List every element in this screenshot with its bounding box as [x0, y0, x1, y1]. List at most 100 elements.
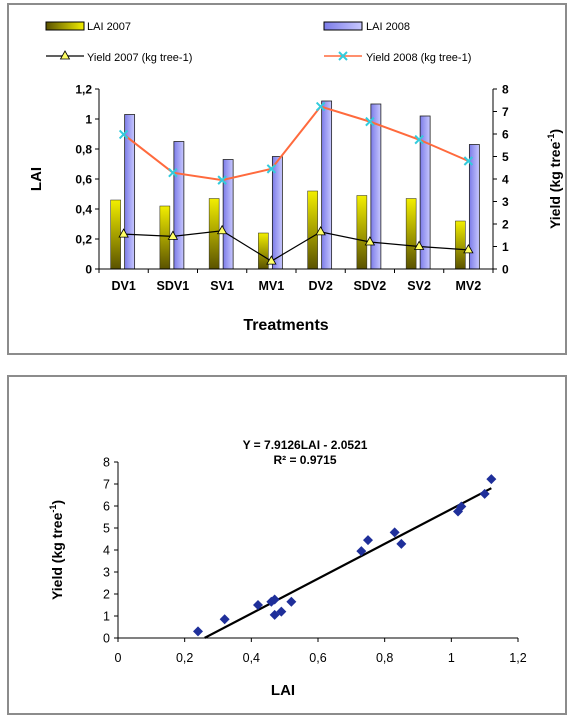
line-yield-2008	[123, 105, 469, 182]
combo-chart-panel: LAI 2007 LAI 2008 Yield 2007 (kg tree-1) Yi…	[7, 3, 567, 355]
x-tick-label: 0,2	[176, 651, 193, 665]
r-squared-label: R² = 0.9715	[273, 453, 336, 467]
bar-lai-2008-mv1	[271, 156, 283, 270]
point-yield-2007-mv1	[266, 255, 277, 265]
x-category-label-dv2: DV2	[308, 279, 332, 293]
trendline-equation: Y = 7.9126LAI - 2.0521	[243, 438, 368, 452]
bar-lai-2007-dv2	[307, 190, 318, 270]
point-yield-2008-dv2	[315, 101, 326, 112]
bar-lai-2007-dv1	[110, 199, 121, 270]
point-yield-2008-sv2	[414, 134, 424, 145]
right-y-axis-title-superscript: -1	[546, 134, 556, 142]
y-tick-label: 6	[103, 500, 110, 514]
point-yield-2008-sdv1	[168, 167, 178, 178]
point-yield-2007-sv1	[216, 224, 228, 235]
bar-lai-2008-sdv1	[173, 141, 185, 270]
scatter-point-13	[456, 501, 467, 512]
legend-swatch-lai-2008	[323, 21, 363, 31]
point-yield-2008-sv1	[217, 175, 227, 185]
right-y-tick-label: 6	[502, 128, 509, 142]
left-y-tick-label: 0,4	[75, 203, 92, 217]
legend-swatch-lai-2007	[45, 21, 85, 31]
scatter-point-1	[219, 614, 230, 625]
left-y-axis-title: LAI	[28, 167, 45, 191]
right-y-tick-label: 1	[502, 240, 509, 254]
left-y-tick-label: 0,2	[75, 233, 92, 247]
point-yield-2007-sdv1	[167, 230, 179, 240]
x-category-label-sv1: SV1	[210, 279, 234, 293]
right-y-tick-label: 2	[502, 218, 509, 232]
right-y-tick-label: 7	[502, 105, 509, 119]
legend-label-yield-2008: Yield 2008 (kg tree-1)	[366, 52, 471, 64]
point-yield-2007-sv2	[413, 240, 425, 250]
point-yield-2008-mv2	[463, 156, 474, 166]
bar-lai-2008-sv1	[222, 159, 234, 270]
x-tick-label: 0,6	[309, 651, 326, 665]
right-y-axis-title-main: Yield (kg tree	[547, 141, 563, 229]
bar-lai-2007-sdv2	[356, 195, 368, 270]
y-axis-title-superscript: -1	[48, 505, 58, 513]
lai-yield-scatter-chart: 0 1 2 3 4 5 6 7 8 0 0,2 0,4 0,6 0,8 1 1,2 Y = 7.9126LAI …	[48, 438, 527, 699]
point-yield-2008-dv1	[118, 129, 129, 140]
x-category-label-dv1: DV1	[111, 279, 135, 293]
x-axis-title: Treatments	[243, 317, 328, 334]
scatter-point-6	[276, 606, 287, 617]
scatter-point-11	[396, 538, 407, 549]
left-y-tick-label: 0,6	[75, 173, 92, 187]
right-y-axis-title: Yield (kg tree-1)	[546, 129, 563, 229]
bar-lai-2007-sv2	[405, 198, 417, 270]
x-axis-title: LAI	[271, 682, 295, 699]
bar-lai-2008-dv2	[321, 100, 333, 270]
left-y-tick-label: 0	[85, 263, 92, 277]
point-yield-2007-dv2	[315, 226, 326, 236]
y-axis-title-end: )	[49, 500, 65, 505]
scatter-point-4	[269, 594, 280, 605]
x-tick-label: 0,4	[243, 651, 260, 665]
legend-label-yield-2007: Yield 2007 (kg tree-1)	[87, 52, 192, 64]
scatter-point-7	[286, 596, 297, 607]
y-axis-title-main: Yield (kg tree	[49, 512, 65, 600]
x-category-label-mv1: MV1	[259, 279, 285, 293]
point-yield-2007-mv2	[463, 244, 474, 254]
scatter-point-9	[363, 535, 373, 546]
x-tick-label: 1,2	[509, 651, 526, 665]
legend-x-marker	[338, 51, 348, 61]
scatter-point-0	[193, 626, 203, 637]
scatter-point-10	[389, 527, 400, 538]
bar-lai-2007-sdv1	[159, 205, 171, 270]
x-tick-label: 0,8	[376, 651, 393, 665]
right-y-tick-label: 8	[502, 83, 509, 97]
legend-label-lai-2007: LAI 2007	[87, 21, 131, 33]
y-tick-label: 1	[103, 610, 110, 624]
x-tick-label: 0	[115, 651, 122, 665]
left-y-tick-label: 1,2	[75, 83, 92, 97]
x-category-label-sdv2: SDV2	[354, 279, 387, 293]
x-category-label-sv2: SV2	[407, 279, 431, 293]
point-yield-2008-sdv2	[365, 116, 375, 127]
scatter-point-2	[253, 600, 263, 610]
y-tick-label: 3	[103, 566, 110, 580]
right-y-tick-label: 5	[502, 150, 509, 164]
left-y-tick-label: 0,8	[75, 143, 92, 157]
y-tick-label: 2	[103, 588, 110, 602]
legend-label-lai-2008: LAI 2008	[366, 21, 410, 33]
linear-trendline	[204, 487, 492, 639]
y-tick-label: 8	[103, 456, 110, 470]
line-yield-2007	[123, 230, 469, 262]
y-tick-label: 7	[103, 478, 110, 492]
x-category-label-mv2: MV2	[456, 279, 482, 293]
y-axis-title: Yield (kg tree-1)	[48, 500, 65, 600]
x-tick-label: 1	[448, 651, 455, 665]
right-y-tick-label: 3	[502, 195, 509, 209]
point-yield-2007-dv1	[118, 228, 129, 238]
right-y-tick-label: 0	[502, 263, 509, 277]
y-tick-label: 5	[103, 522, 110, 536]
y-tick-label: 0	[103, 632, 110, 646]
point-yield-2008-mv1	[266, 164, 277, 174]
right-y-axis-title-end: )	[547, 129, 563, 134]
right-y-tick-label: 4	[502, 173, 509, 187]
x-category-label-sdv1: SDV1	[157, 279, 190, 293]
scatter-point-14	[479, 488, 490, 499]
y-tick-label: 4	[103, 544, 110, 558]
